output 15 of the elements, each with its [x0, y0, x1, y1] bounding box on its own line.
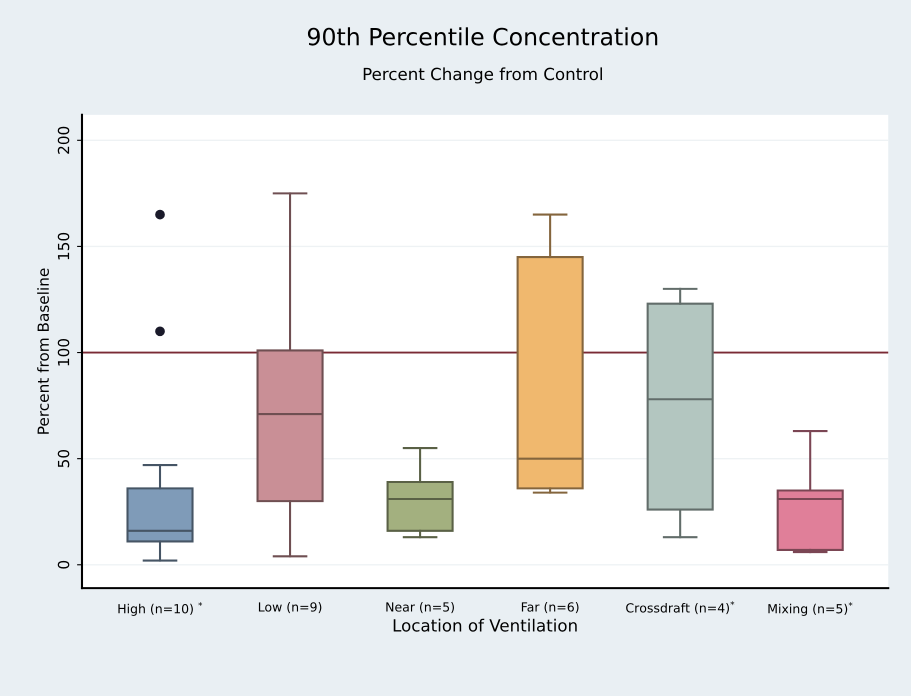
x-tick-label: Far (n=6)	[522, 602, 579, 614]
x-tick-label: Crossdraft (n=4)$^{*}$	[626, 601, 734, 614]
y-tick-label: 0	[58, 560, 70, 569]
y-tick-label: 100	[58, 338, 70, 366]
x-tick-label: Low (n=9)	[258, 602, 322, 614]
chart-subtitle: Percent Change from Control	[364, 67, 602, 84]
y-tick-label: 50	[58, 450, 70, 468]
chart-title: 90th Percentile Concentration	[308, 27, 658, 46]
x-axis-title: Location of Ventilation	[394, 618, 577, 632]
y-tick-label: 200	[58, 126, 70, 154]
y-tick-label: 150	[58, 232, 70, 260]
x-tick-label: Near (n=5)	[386, 602, 454, 614]
x-tick-label: Mixing (n=5)$^{*}$	[768, 602, 852, 616]
x-tick-label: High (n=10) $^{*}$	[118, 602, 202, 616]
y-axis-title: Percent from Baseline	[37, 268, 49, 434]
